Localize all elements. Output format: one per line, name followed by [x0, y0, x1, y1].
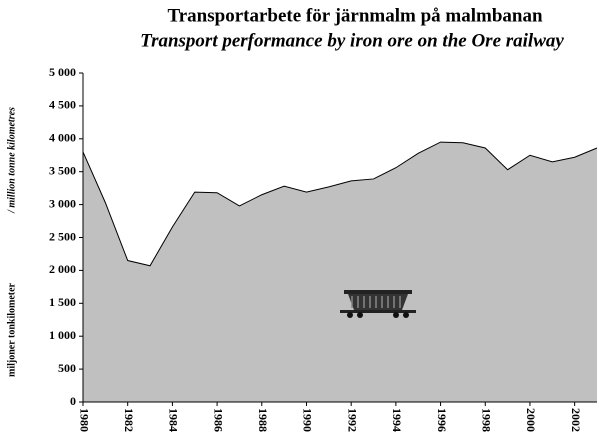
x-tick-label: 1986	[211, 408, 225, 432]
chart-subtitle: Transport performance by iron ore on the…	[140, 30, 564, 51]
x-tick-label: 1998	[480, 408, 494, 432]
x-tick-label: 1990	[301, 408, 315, 432]
x-tick-label: 1996	[435, 408, 449, 432]
area	[83, 142, 597, 402]
y-tick-label: 1 000	[49, 328, 76, 342]
train-icon	[340, 290, 416, 318]
area-line	[82, 141, 598, 267]
x-tick-label: 1994	[390, 408, 404, 432]
x-tick-label: 2000	[524, 408, 538, 432]
x-tick-label: 2002	[569, 408, 583, 432]
x-tick-label: 1984	[167, 408, 181, 432]
y-tick-label: 5 000	[49, 65, 76, 79]
y-tick-label: 500	[58, 361, 76, 375]
chart-title: Transportarbete för järnmalm på malmbana…	[167, 5, 542, 26]
x-tick-label: 1980	[77, 408, 91, 432]
y-axis-label-en: / million tonne kilometres	[6, 107, 17, 214]
y-tick-label: 2 000	[49, 262, 76, 276]
y-tick-label: 1 500	[49, 295, 76, 309]
y-tick-label: 4 500	[49, 98, 76, 112]
y-tick-label: 0	[70, 394, 76, 408]
x-tick-label: 1988	[256, 408, 270, 432]
y-tick-label: 3 500	[49, 163, 76, 177]
y-tick-label: 3 000	[49, 196, 76, 210]
y-axis-label: miljoner tonkilometer	[6, 282, 17, 377]
y-tick-label: 2 500	[49, 229, 76, 243]
x-tick-label: 1992	[345, 408, 359, 432]
x-tick-label: 1982	[122, 408, 136, 432]
y-tick-label: 4 000	[49, 131, 76, 145]
